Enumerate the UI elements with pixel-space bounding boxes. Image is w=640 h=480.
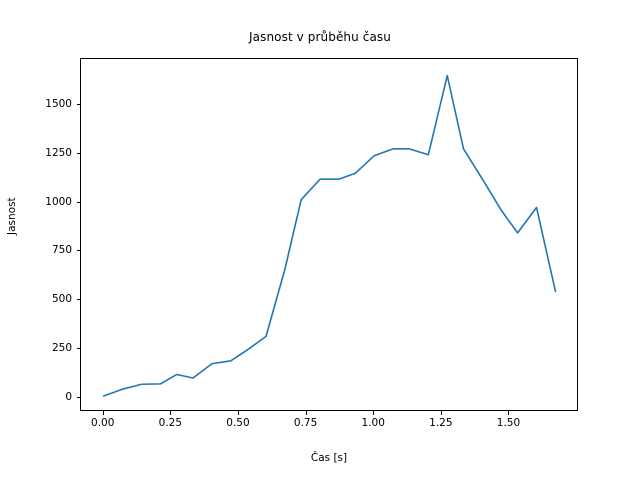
chart-title: Jasnost v průběhu času — [249, 30, 391, 44]
x-tick-label: 0.00 — [91, 417, 115, 429]
y-tick-label: 250 — [51, 342, 72, 355]
y-tick-label: 1250 — [45, 146, 72, 159]
y-tick-label: 0 — [65, 390, 72, 403]
y-tick-label: 750 — [51, 244, 72, 257]
y-tick-label: 1000 — [45, 195, 72, 208]
y-tick-label: 1500 — [45, 97, 72, 110]
x-axis-label: Čas [s] — [310, 452, 348, 464]
x-tick-label: 1.25 — [429, 417, 453, 429]
plot-axes — [80, 58, 578, 411]
x-tick-label: 0.75 — [293, 417, 318, 429]
line-plot-svg — [102, 74, 557, 397]
x-tick-label: 0.25 — [158, 417, 183, 429]
x-tick-label: 1.00 — [361, 417, 385, 429]
x-tick-label: 1.50 — [496, 417, 521, 429]
x-tick-label: 0.50 — [226, 417, 250, 429]
data-series-line — [102, 74, 557, 397]
y-axis-label: Jasnost — [6, 197, 18, 235]
y-tick-label: 500 — [51, 293, 72, 306]
